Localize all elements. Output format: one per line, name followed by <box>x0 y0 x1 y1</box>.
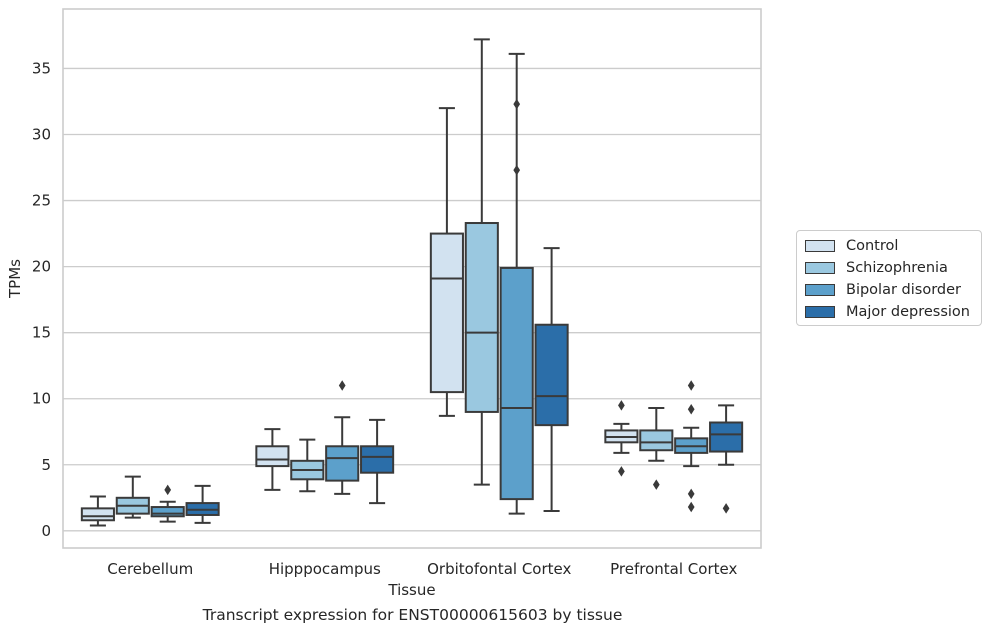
box-cerebellum-major-depression <box>185 484 220 524</box>
box-hipppocampus-control <box>255 428 290 491</box>
y-axis-label: TPMs <box>6 259 24 299</box>
x-tick-label: Cerebellum <box>107 560 193 578</box>
outlier-point <box>618 466 625 477</box>
box-orbitofontal-cortex-schizophrenia <box>464 38 499 486</box>
legend-item-bipolar-disorder: Bipolar disorder <box>805 280 961 300</box>
box-iqr <box>464 222 499 413</box>
legend-item-schizophrenia: Schizophrenia <box>805 258 948 278</box>
y-tick-label: 30 <box>32 126 51 144</box>
box-iqr <box>709 421 744 453</box>
outlier-point <box>513 98 521 110</box>
box-iqr <box>534 323 569 427</box>
outlier-point <box>164 484 172 496</box>
legend-item-major-depression: Major depression <box>805 302 970 322</box>
box-hipppocampus-major-depression <box>360 418 395 505</box>
box-prefrontal-cortex-major-depression <box>709 404 744 514</box>
y-tick-label: 25 <box>32 192 51 210</box>
box-cerebellum-schizophrenia <box>115 475 150 519</box>
y-tick-label: 20 <box>32 258 51 276</box>
y-tick-label: 15 <box>32 324 51 342</box>
box-iqr <box>150 506 185 518</box>
legend-swatch-bipolar-disorder <box>805 284 835 296</box>
outlier-point <box>687 404 695 415</box>
plot-frame <box>62 8 762 549</box>
legend-swatch-major-depression <box>805 306 835 318</box>
y-tick-label: 10 <box>32 390 51 408</box>
y-tick-label: 0 <box>41 522 51 540</box>
box-hipppocampus-schizophrenia <box>290 438 325 493</box>
box-iqr <box>360 445 395 474</box>
x-axis-label: Tissue <box>387 581 435 599</box>
outlier-point <box>687 488 695 500</box>
outlier-point <box>338 380 346 391</box>
box-orbitofontal-cortex-major-depression <box>534 247 569 513</box>
box-orbitofontal-cortex-bipolar-disorder <box>499 52 534 515</box>
outlier-point <box>687 501 695 513</box>
x-tick-label: Orbitofontal Cortex <box>427 560 571 578</box>
y-tick-label: 5 <box>41 456 51 474</box>
box-prefrontal-cortex-control <box>604 400 639 477</box>
box-prefrontal-cortex-bipolar-disorder <box>674 380 709 513</box>
box-iqr <box>325 445 360 482</box>
box-iqr <box>499 266 534 501</box>
outlier-point <box>652 479 660 490</box>
x-axis-ticks: Cerebellum Hipppocampus Orbitofontal Corte… <box>107 560 737 578</box>
legend-item-control: Control <box>805 236 898 256</box>
box-plot-area <box>80 38 744 527</box>
outlier-point <box>687 380 695 391</box>
legend-label: Major depression <box>846 304 970 320</box>
box-orbitofontal-cortex-control <box>429 107 464 417</box>
box-prefrontal-cortex-schizophrenia <box>639 406 674 490</box>
outlier-point <box>722 503 730 514</box>
legend-label: Schizophrenia <box>846 260 948 276</box>
box-iqr <box>80 507 115 522</box>
box-cerebellum-control <box>80 495 115 527</box>
x-tick-label: Prefrontal Cortex <box>610 560 737 578</box>
box-hipppocampus-bipolar-disorder <box>325 380 360 495</box>
y-tick-label: 35 <box>32 59 51 77</box>
grid-lines <box>63 67 761 532</box>
box-iqr <box>429 232 464 394</box>
legend-label: Bipolar disorder <box>846 282 961 298</box>
legend-swatch-schizophrenia <box>805 262 835 274</box>
legend-label: Control <box>846 238 899 254</box>
legend-swatch-control <box>805 240 835 252</box>
box-iqr <box>639 429 674 452</box>
legend: Control Schizophrenia Bipolar disorder M… <box>796 230 982 326</box>
box-iqr <box>255 445 290 468</box>
x-tick-label: Hipppocampus <box>269 560 381 578</box>
outlier-point <box>618 400 625 411</box>
chart-caption: Transcript expression for ENST0000061560… <box>202 606 623 624</box>
y-axis-ticks: 0 5 10 15 20 25 30 35 <box>32 59 51 539</box>
outlier-point <box>513 164 521 176</box>
box-cerebellum-bipolar-disorder <box>150 484 185 523</box>
